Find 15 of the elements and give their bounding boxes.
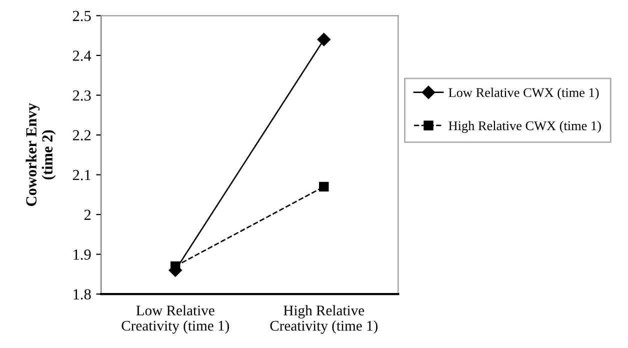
y-tick-label: 2.4	[72, 50, 92, 61]
y-tick-label: 2.2	[72, 130, 91, 140]
legend-label: High Relative CWX (time 1)	[448, 120, 601, 133]
y-tick-label: 1.9	[74, 249, 91, 260]
y-tick-label: 2.5	[72, 10, 91, 22]
y-axis-title: Coworker Envy (time 2)	[26, 103, 56, 206]
x-tick-label: High Relative Creativity (time 1)	[270, 305, 378, 334]
y-tick-label: 2	[84, 210, 91, 220]
y-tick-label: 2.3	[72, 90, 91, 101]
point	[317, 32, 330, 46]
point	[319, 182, 329, 192]
legend-label: Low Relative CWX (time 1)	[448, 88, 599, 100]
x-tick-label: Low Relative Creativity (time 1)	[122, 305, 229, 334]
y-tick-label: 2.1	[72, 170, 90, 180]
y-tick-label: 1.8	[74, 289, 91, 300]
